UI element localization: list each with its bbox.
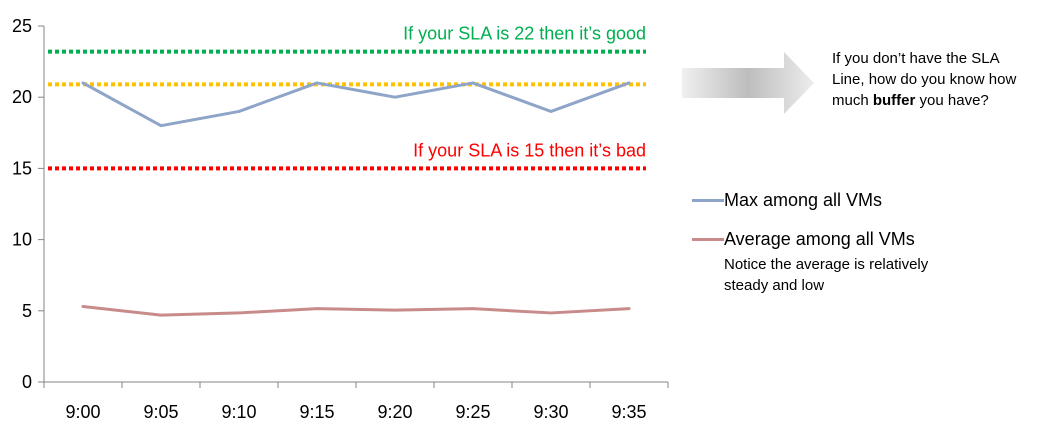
note-line-3: much buffer you have? <box>832 90 1037 111</box>
note-bold-buffer: buffer <box>872 92 916 109</box>
sla-buffer-note: If you don’t have the SLA Line, how do y… <box>832 48 1037 111</box>
note-line-3-pre: much <box>832 92 873 109</box>
legend-label-max: Max among all VMs <box>724 190 883 210</box>
x-tick-label: 9:35 <box>611 402 646 422</box>
series-lines <box>81 81 631 317</box>
average-note-line-1: Notice the average is relatively <box>724 256 929 273</box>
right-arrow-icon <box>680 50 820 125</box>
series-line-max <box>81 81 631 128</box>
sla-reference-lines <box>48 49 646 171</box>
x-tick-label: 9:05 <box>143 402 178 422</box>
x-tick-label: 9:15 <box>299 402 334 422</box>
y-tick-label: 10 <box>12 230 32 250</box>
average-note: Notice the average is relatively steady … <box>724 254 974 296</box>
chart-labels: If your SLA is 22 then it’s good If your … <box>403 24 646 161</box>
x-tick-label: 9:20 <box>377 402 412 422</box>
y-tick-label: 25 <box>12 16 32 36</box>
legend-item-average: Average among all VMs <box>692 229 915 250</box>
legend-swatch-average <box>692 238 724 241</box>
chart-axes: 0 5 10 15 20 25 9:00 9:05 9:10 9:15 9:20 9:25 9:30 9:… <box>12 16 669 422</box>
x-tick-label: 9:30 <box>533 402 568 422</box>
note-line-2: Line, how do you know how <box>832 71 1017 88</box>
x-tick-label: 9:00 <box>65 402 100 422</box>
x-tick-label: 9:25 <box>455 402 490 422</box>
y-tick-label: 15 <box>12 158 32 178</box>
legend-label-average: Average among all VMs <box>724 229 915 249</box>
y-tick-label: 5 <box>22 301 32 321</box>
average-note-line-2: steady and low <box>724 277 825 294</box>
x-tick-label: 9:10 <box>221 402 256 422</box>
note-line-1: If you don’t have the SLA <box>832 50 1000 67</box>
sla-reference-label: If your SLA is 15 then it’s bad <box>413 140 646 160</box>
sla-reference-label: If your SLA is 22 then it’s good <box>403 24 646 44</box>
y-tick-label: 0 <box>22 372 32 392</box>
series-line-average <box>81 305 631 317</box>
note-line-3-post: you have? <box>915 92 989 109</box>
y-tick-label: 20 <box>12 87 32 107</box>
legend-item-max: Max among all VMs <box>692 190 882 211</box>
legend-swatch-max <box>692 199 724 202</box>
